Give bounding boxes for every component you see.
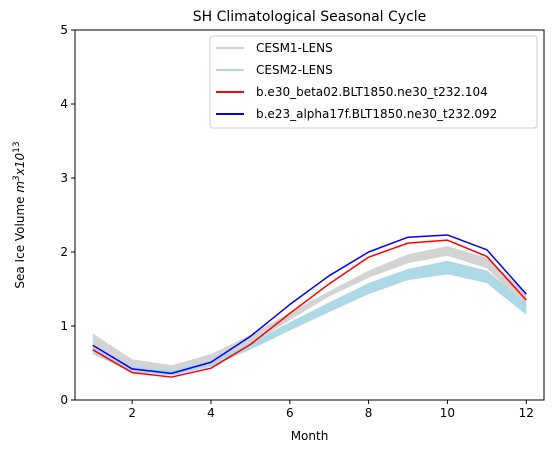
bands-layer: [92, 246, 527, 376]
y-axis-label-unit: m: [13, 181, 27, 193]
x-tick-label: 12: [519, 406, 534, 420]
y-tick-label: 5: [60, 23, 68, 37]
y-tick-label: 1: [60, 319, 68, 333]
band-cesm2-lens: [92, 260, 527, 376]
x-tick-label: 10: [440, 406, 455, 420]
legend: CESM1-LENS CESM2-LENS b.e30_beta02.BLT1850…: [209, 35, 538, 129]
y-axis-label-mult-exp: 13: [12, 141, 22, 152]
y-axis-label: Sea Ice Volume m3x1013: [12, 141, 27, 288]
x-tick-label: 4: [207, 406, 215, 420]
series-line-2: [92, 234, 527, 375]
y-tick-label: 4: [60, 97, 68, 111]
legend-label: b.e30_beta02.BLT1850.ne30_t232.104: [256, 85, 488, 99]
band-cesm1-lens: [92, 246, 527, 376]
y-tick-label: 2: [60, 245, 68, 259]
y-axis-label-mult: x10: [13, 152, 27, 176]
legend-label: b.e23_alpha17f.BLT1850.ne30_t232.092: [256, 107, 497, 121]
y-axis-label-base: Sea Ice Volume: [13, 193, 27, 289]
legend-box: [209, 35, 538, 129]
chart-title: SH Climatological Seasonal Cycle: [193, 9, 427, 25]
lines-layer: [92, 234, 527, 378]
x-tick-label: 8: [365, 406, 373, 420]
legend-label: CESM2-LENS: [256, 63, 333, 77]
y-axis-label-unit-exp: 3: [12, 175, 22, 181]
x-axis-label: Month: [291, 429, 329, 443]
legend-label: CESM1-LENS: [256, 41, 333, 55]
y-tick-label: 0: [60, 393, 68, 407]
y-tick-label: 3: [60, 171, 68, 185]
x-tick-label: 2: [128, 406, 136, 420]
x-tick-label: 6: [286, 406, 294, 420]
plot-frame: [74, 29, 545, 401]
series-line-1: [92, 239, 527, 378]
